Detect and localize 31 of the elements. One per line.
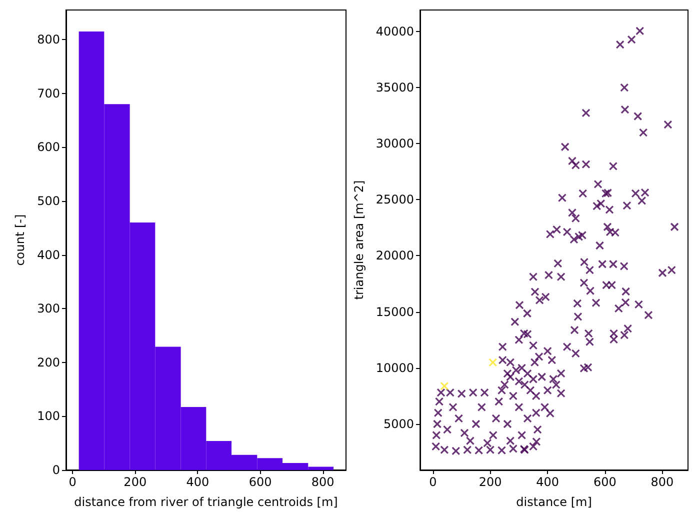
y-tick-label: 10000 xyxy=(376,360,414,375)
x-tick-label: 0 xyxy=(429,475,437,489)
y-tick-label: 20000 xyxy=(376,248,414,263)
x-tick-label: 800 xyxy=(650,475,674,489)
y-tick-label: 0 xyxy=(52,463,60,477)
y-axis-title: triangle area [m^2] xyxy=(352,180,366,300)
y-tick-label: 5000 xyxy=(384,417,414,431)
x-axis-title: distance [m] xyxy=(516,495,592,509)
y-tick-label: 600 xyxy=(37,140,60,154)
x-tick-label: 800 xyxy=(311,475,334,489)
y-tick-label: 300 xyxy=(37,302,60,316)
x-tick-label: 200 xyxy=(124,475,147,489)
y-axis-title: count [-] xyxy=(13,214,27,266)
y-tick-label: 400 xyxy=(37,248,60,262)
x-tick-label: 0 xyxy=(68,475,76,489)
y-tick-label: 35000 xyxy=(376,80,414,94)
y-tick-label: 700 xyxy=(37,86,60,100)
x-tick-label: 200 xyxy=(478,475,502,489)
y-tick-label: 200 xyxy=(37,355,60,370)
x-tick-label: 400 xyxy=(186,475,210,489)
y-tick-label: 800 xyxy=(37,32,60,47)
x-tick-label: 600 xyxy=(593,475,616,489)
y-tick-label: 40000 xyxy=(376,24,414,38)
y-tick-label: 500 xyxy=(37,194,60,208)
y-tick-label: 25000 xyxy=(376,192,414,207)
x-tick-label: 600 xyxy=(248,475,272,489)
y-tick-label: 15000 xyxy=(376,304,414,319)
x-axis-title: distance from river of triangle centroids [m] xyxy=(74,495,338,509)
y-tick-label: 30000 xyxy=(376,136,414,151)
x-tick-label: 400 xyxy=(536,475,560,489)
y-tick-label: 100 xyxy=(37,409,60,424)
